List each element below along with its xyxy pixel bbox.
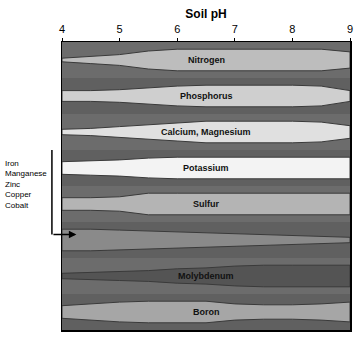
svg-text:Boron: Boron xyxy=(193,307,220,317)
svg-text:Nitrogen: Nitrogen xyxy=(188,55,225,65)
svg-text:Calcium, Magnesium: Calcium, Magnesium xyxy=(161,127,251,137)
svg-text:Phosphorus: Phosphorus xyxy=(180,91,233,101)
svg-text:Potassium: Potassium xyxy=(183,163,229,173)
svg-text:Sulfur: Sulfur xyxy=(193,199,219,209)
svg-text:IronManganeseZincCopperCobalt: IronManganeseZincCopperCobalt xyxy=(5,159,47,210)
svg-text:7: 7 xyxy=(232,23,238,35)
svg-text:6: 6 xyxy=(174,23,180,35)
svg-text:Soil pH: Soil pH xyxy=(185,7,226,21)
svg-text:Molybdenum: Molybdenum xyxy=(178,271,234,281)
svg-text:5: 5 xyxy=(117,23,123,35)
svg-text:9: 9 xyxy=(347,23,353,35)
svg-text:8: 8 xyxy=(289,23,295,35)
svg-text:4: 4 xyxy=(59,23,65,35)
